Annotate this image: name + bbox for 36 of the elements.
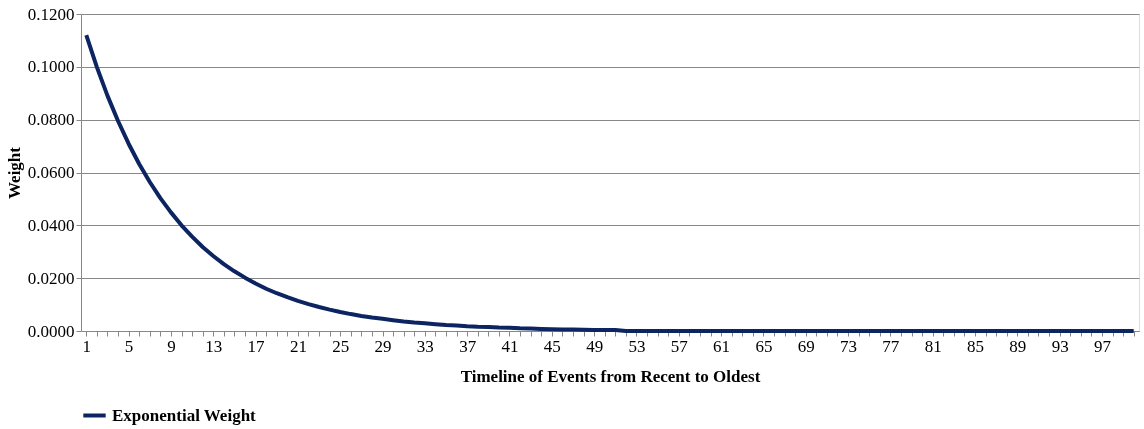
- x-tick-label: 33: [416, 336, 434, 356]
- x-tick-label: 57: [670, 336, 689, 356]
- y-tick-label: 0.1200: [27, 4, 75, 24]
- x-tick-label: 45: [543, 336, 561, 356]
- x-tick-label: 29: [374, 336, 392, 356]
- line-series: [84, 33, 1136, 333]
- x-tick-label: 73: [840, 336, 858, 356]
- x-axis-title: Timeline of Events from Recent to Oldest: [460, 366, 761, 386]
- x-tick-label: 81: [924, 336, 942, 356]
- y-tick-label: 0.0800: [27, 110, 75, 130]
- x-tick-label: 25: [332, 336, 350, 356]
- y-tick-label: 0.1000: [27, 57, 75, 77]
- y-tick-label: 0.0000: [27, 321, 75, 341]
- x-tick-label: 21: [289, 336, 307, 356]
- x-tick-label: 49: [586, 336, 604, 356]
- x-tick-label: 89: [1009, 336, 1027, 356]
- x-tick-label: 37: [459, 336, 477, 356]
- x-tick-label: 53: [628, 336, 646, 356]
- x-tick-label: 61: [713, 336, 731, 356]
- x-tick-label: 5: [124, 336, 134, 356]
- y-axis-title: Weight: [4, 146, 24, 199]
- y-tick-label: 0.0200: [27, 268, 75, 288]
- x-tick-label: 1: [82, 336, 92, 356]
- x-tick-label: 9: [167, 336, 176, 356]
- x-tick-label: 13: [205, 336, 223, 356]
- x-tick-label: 69: [797, 336, 815, 356]
- x-tick-label: 41: [501, 336, 519, 356]
- legend-label: Exponential Weight: [112, 405, 257, 425]
- x-tick-label: 97: [1093, 336, 1112, 356]
- x-tick-label: 17: [247, 336, 266, 356]
- y-tick-label: 0.0600: [27, 163, 75, 182]
- x-tick-label: 85: [967, 336, 985, 356]
- x-tick-label: 93: [1051, 336, 1069, 356]
- x-tick-label: 77: [882, 336, 900, 356]
- x-tick-label: 65: [755, 336, 773, 356]
- y-tick-label: 0.0400: [27, 215, 75, 235]
